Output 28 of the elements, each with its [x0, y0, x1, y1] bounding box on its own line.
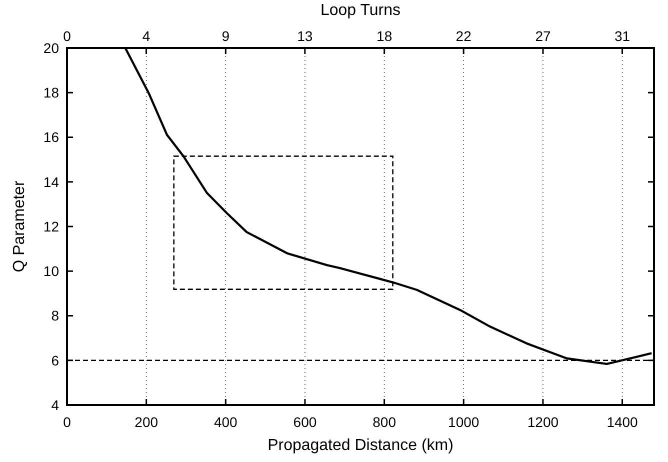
y-tick-label: 20	[43, 40, 60, 56]
y-tick-label: 8	[51, 308, 60, 324]
x2-tick-label: 27	[535, 28, 551, 44]
y-tick-label: 18	[43, 84, 60, 101]
y-tick-label: 4	[51, 396, 60, 413]
x2-axis-title: Loop Turns	[320, 2, 401, 19]
x2-tick-label: 31	[614, 28, 630, 44]
x-tick-label: 0	[63, 414, 72, 430]
y-tick-label: 14	[43, 174, 60, 190]
x2-tick-label: 22	[456, 28, 472, 44]
x2-tick-label: 4	[142, 28, 150, 44]
x-tick-label: 1000	[448, 414, 480, 430]
x-tick-label: 1400	[606, 414, 638, 430]
x2-tick-label: 18	[376, 28, 392, 44]
x-tick-label: 1200	[527, 414, 559, 430]
x2-tick-label: 0	[63, 28, 72, 44]
y-axis-title: Q Parameter	[11, 180, 28, 272]
x-tick-label: 800	[372, 414, 396, 430]
x-tick-label: 600	[293, 414, 317, 430]
y-tick-label: 10	[43, 263, 60, 280]
x-tick-label: 200	[134, 414, 158, 430]
y-tick-label: 16	[43, 129, 60, 146]
x2-tick-label: 9	[222, 28, 230, 44]
y-tick-label: 12	[43, 218, 60, 234]
x-axis-title: Propagated Distance (km)	[268, 437, 454, 454]
x2-tick-label: 13	[297, 28, 313, 44]
x-tick-label: 400	[214, 414, 238, 430]
y-tick-label: 6	[51, 352, 60, 368]
